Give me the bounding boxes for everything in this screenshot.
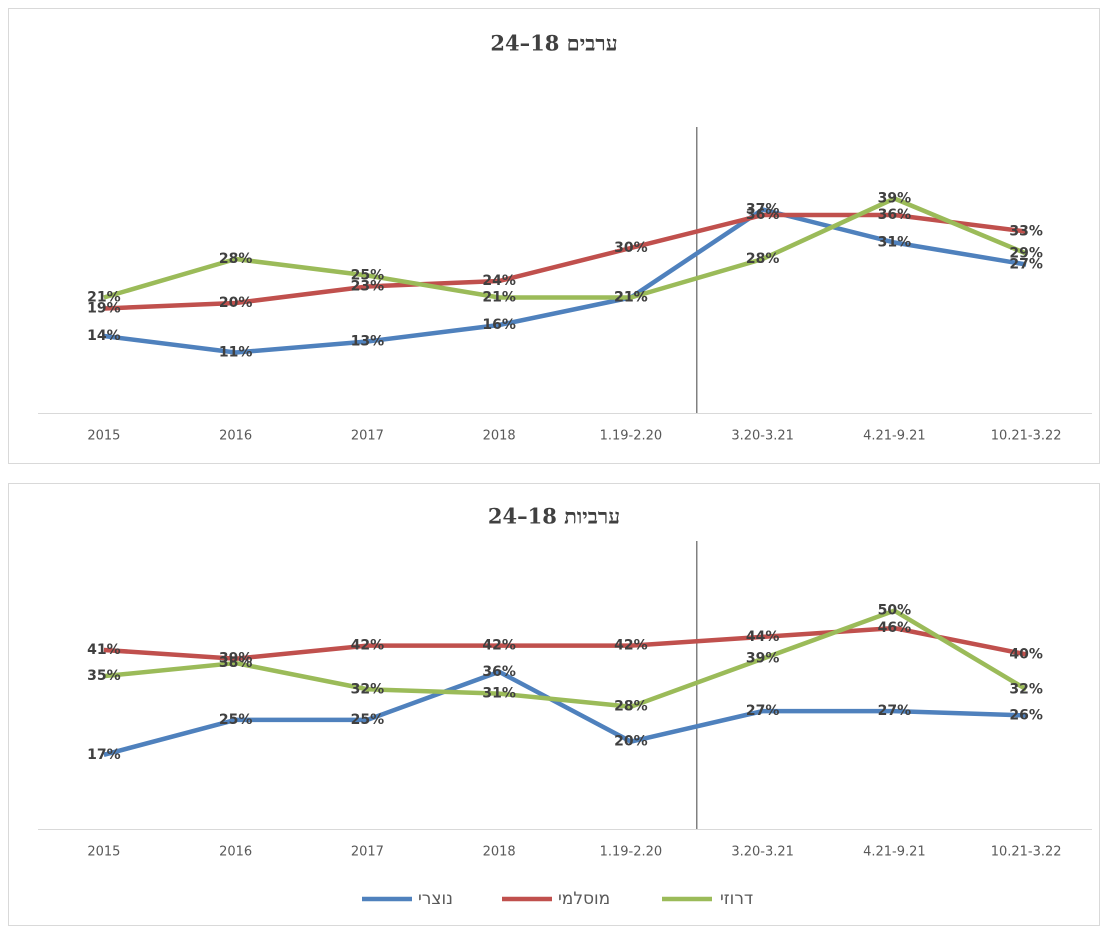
data-label: 38% [219,655,253,671]
x-tick-label: 2016 [219,845,252,860]
data-label: 27% [1009,257,1043,273]
x-tick-label: 2016 [219,429,252,444]
data-label: 39% [219,651,253,667]
data-label: 20% [614,734,648,750]
data-label: 46% [878,620,912,636]
x-tick-label: 1.19-2.20 [600,429,663,444]
x-tick-label: 4.21-9.21 [863,845,926,860]
x-tick-label: 2017 [351,429,384,444]
legend-label: נוצרי [418,889,453,909]
x-tick-label: 3.20-3.21 [731,845,794,860]
series-line [103,196,1027,300]
x-tick-label: 2018 [483,845,516,860]
data-label: 28% [746,251,780,267]
chart-title: ערבים 18–24 [490,31,617,56]
series-line [103,625,1027,661]
data-label: 13% [351,334,385,350]
chart-frame [8,8,1100,464]
x-tick-label: 2018 [483,429,516,444]
data-label: 26% [1009,707,1043,723]
x-tick-label: 10.21-3.22 [991,429,1062,444]
series-line [103,608,1028,709]
data-label: 28% [614,699,648,715]
data-label: 42% [482,638,516,654]
data-label: 25% [219,712,253,728]
data-label: 40% [1009,646,1043,662]
data-label: 11% [219,345,253,361]
data-label: 23% [351,279,385,295]
data-label: 42% [351,638,385,654]
data-label: 16% [482,317,516,333]
legend-label: מוסלמי [558,889,610,909]
data-label: 42% [614,638,648,654]
data-label: 17% [87,747,121,763]
data-label: 39% [878,191,912,207]
data-label: 50% [878,603,912,619]
legend-label: דרוזי [720,889,753,909]
data-label: 30% [614,240,648,256]
series-line [103,669,1027,757]
data-label: 36% [746,207,780,223]
data-label: 24% [482,273,516,289]
data-label: 21% [482,290,516,306]
data-label: 39% [746,651,780,667]
data-label: 19% [87,301,121,317]
data-label: 35% [87,668,121,684]
data-label: 44% [746,629,780,645]
series-line [103,212,1027,311]
x-tick-label: 2015 [87,429,120,444]
data-label: 32% [351,681,385,697]
chart-title: ערביות 18–24 [488,504,620,529]
data-label: 36% [878,207,912,223]
data-label: 14% [87,328,121,344]
x-tick-label: 4.21-9.21 [863,429,926,444]
data-label: 37% [746,202,780,218]
data-label: 31% [878,235,912,251]
data-label: 36% [482,664,516,680]
data-label: 20% [219,295,253,311]
chart-frame [8,483,1100,926]
x-tick-label: 2017 [351,845,384,860]
data-label: 21% [614,290,648,306]
data-label: 25% [351,268,385,284]
data-label: 41% [87,642,121,658]
data-label: 31% [482,686,516,702]
data-label: 21% [87,290,121,306]
data-label: 29% [1009,246,1043,262]
series-line [103,207,1027,355]
data-label: 27% [746,703,780,719]
x-tick-label: 2015 [87,845,120,860]
x-tick-label: 10.21-3.22 [991,845,1062,860]
x-tick-label: 3.20-3.21 [731,429,794,444]
data-label: 21% [614,290,648,306]
data-label: 32% [1009,681,1043,697]
data-label: 25% [351,712,385,728]
data-label: 28% [219,251,253,267]
x-tick-label: 1.19-2.20 [600,845,663,860]
data-label: 27% [878,703,912,719]
data-label: 33% [1009,224,1043,240]
